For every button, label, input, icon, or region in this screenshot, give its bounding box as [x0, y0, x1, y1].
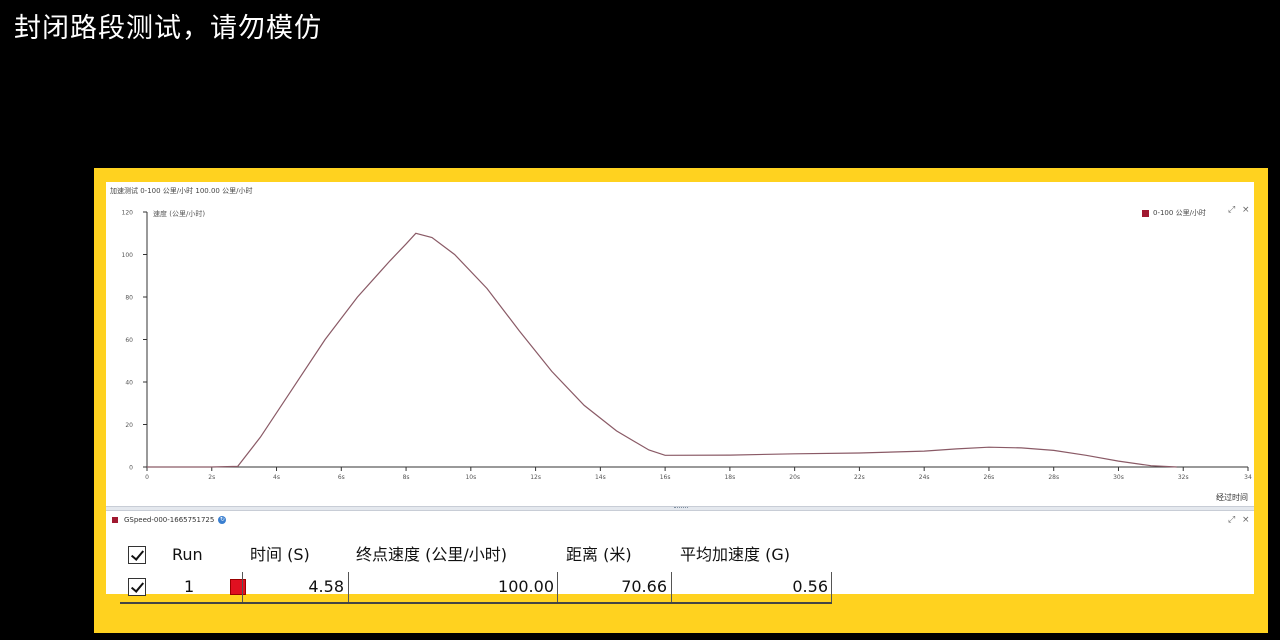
- series-bar: GSpeed-000-1665751725 ↻: [106, 512, 1254, 528]
- header-run: Run: [172, 545, 203, 564]
- y-tick-label: 40: [125, 380, 133, 387]
- column-divider: [831, 572, 832, 602]
- column-divider: [242, 572, 243, 602]
- x-tick-label: 20s: [789, 474, 800, 481]
- table-row[interactable]: 1 4.58 100.00 70.66 0.56: [120, 572, 832, 604]
- y-tick-label: 120: [122, 210, 134, 217]
- chart-legend[interactable]: 0-100 公里/小时: [1142, 208, 1206, 218]
- results-table: Run 时间 (S) 终点速度 (公里/小时) 距离 (米) 平均加速度 (G)…: [120, 538, 832, 604]
- splitter-grip[interactable]: [674, 507, 688, 510]
- y-tick-label: 80: [125, 295, 133, 302]
- y-tick-label: 0: [129, 465, 133, 472]
- column-divider: [557, 572, 558, 602]
- x-tick-label: 34: [1244, 474, 1252, 481]
- x-tick-label: 0: [145, 474, 149, 481]
- column-divider: [671, 572, 672, 602]
- y-tick-label: 20: [125, 422, 133, 429]
- close-table-icon[interactable]: ×: [1242, 515, 1250, 525]
- row-checkbox[interactable]: [128, 578, 146, 596]
- header-end-speed: 终点速度 (公里/小时): [356, 545, 507, 564]
- highlight-frame: 加速测试 0-100 公里/小时 100.00 公里/小时 速度 (公里/小时)…: [94, 168, 1268, 633]
- y-tick-label: 100: [122, 252, 134, 259]
- x-tick-label: 8s: [403, 474, 410, 481]
- header-distance: 距离 (米): [566, 545, 632, 564]
- y-axis-label: 速度 (公里/小时): [153, 209, 205, 218]
- x-tick-label: 30s: [1113, 474, 1124, 481]
- speed-series-line: [147, 232, 1177, 468]
- cell-time: 4.58: [308, 577, 344, 596]
- header-time: 时间 (S): [250, 545, 310, 564]
- close-icon[interactable]: ×: [1242, 205, 1250, 215]
- x-tick-label: 2s: [208, 474, 215, 481]
- cell-run: 1: [184, 577, 195, 596]
- cell-end-speed: 100.00: [498, 577, 554, 596]
- x-tick-label: 28s: [1048, 474, 1059, 481]
- x-tick-label: 4s: [273, 474, 280, 481]
- y-tick-label: 60: [125, 337, 133, 344]
- results-table-area: Run 时间 (S) 终点速度 (公里/小时) 距离 (米) 平均加速度 (G)…: [106, 538, 1254, 604]
- x-tick-label: 10s: [465, 474, 476, 481]
- expand-table-icon[interactable]: ⤢: [1228, 515, 1236, 525]
- cell-distance: 70.66: [621, 577, 667, 596]
- x-tick-label: 32s: [1178, 474, 1189, 481]
- speed-chart: 速度 (公里/小时) 经过时间 0 20 40 60 80 100 120 0 2s 4s 6s 8…: [122, 209, 1252, 502]
- header-avg-accel: 平均加速度 (G): [680, 545, 790, 564]
- series-label: GSpeed-000-1665751725: [124, 516, 215, 524]
- expand-icon[interactable]: ⤢: [1228, 205, 1236, 215]
- x-tick-label: 18s: [724, 474, 735, 481]
- x-tick-label: 26s: [984, 474, 995, 481]
- legend-label: 0-100 公里/小时: [1153, 209, 1206, 217]
- column-divider: [348, 572, 349, 602]
- x-tick-label: 22s: [854, 474, 865, 481]
- x-axis-label: 经过时间: [1216, 492, 1248, 502]
- pane-splitter[interactable]: [106, 506, 1254, 511]
- info-icon[interactable]: ↻: [218, 516, 227, 524]
- video-caption: 封闭路段测试，请勿模仿: [14, 13, 322, 44]
- x-tick-label: 6s: [338, 474, 345, 481]
- x-tick-label: 16s: [660, 474, 671, 481]
- table-header-row: Run 时间 (S) 终点速度 (公里/小时) 距离 (米) 平均加速度 (G): [120, 540, 832, 570]
- series-swatch: [112, 517, 118, 523]
- select-all-checkbox[interactable]: [128, 546, 146, 564]
- cell-avg-accel: 0.56: [792, 577, 828, 596]
- x-tick-label: 12s: [530, 474, 541, 481]
- chart-header: 加速测试 0-100 公里/小时 100.00 公里/小时: [110, 187, 253, 195]
- x-tick-label: 14s: [595, 474, 606, 481]
- x-tick-label: 24s: [919, 474, 930, 481]
- legend-swatch: [1142, 209, 1149, 217]
- app-panel: 加速测试 0-100 公里/小时 100.00 公里/小时 速度 (公里/小时)…: [106, 182, 1254, 604]
